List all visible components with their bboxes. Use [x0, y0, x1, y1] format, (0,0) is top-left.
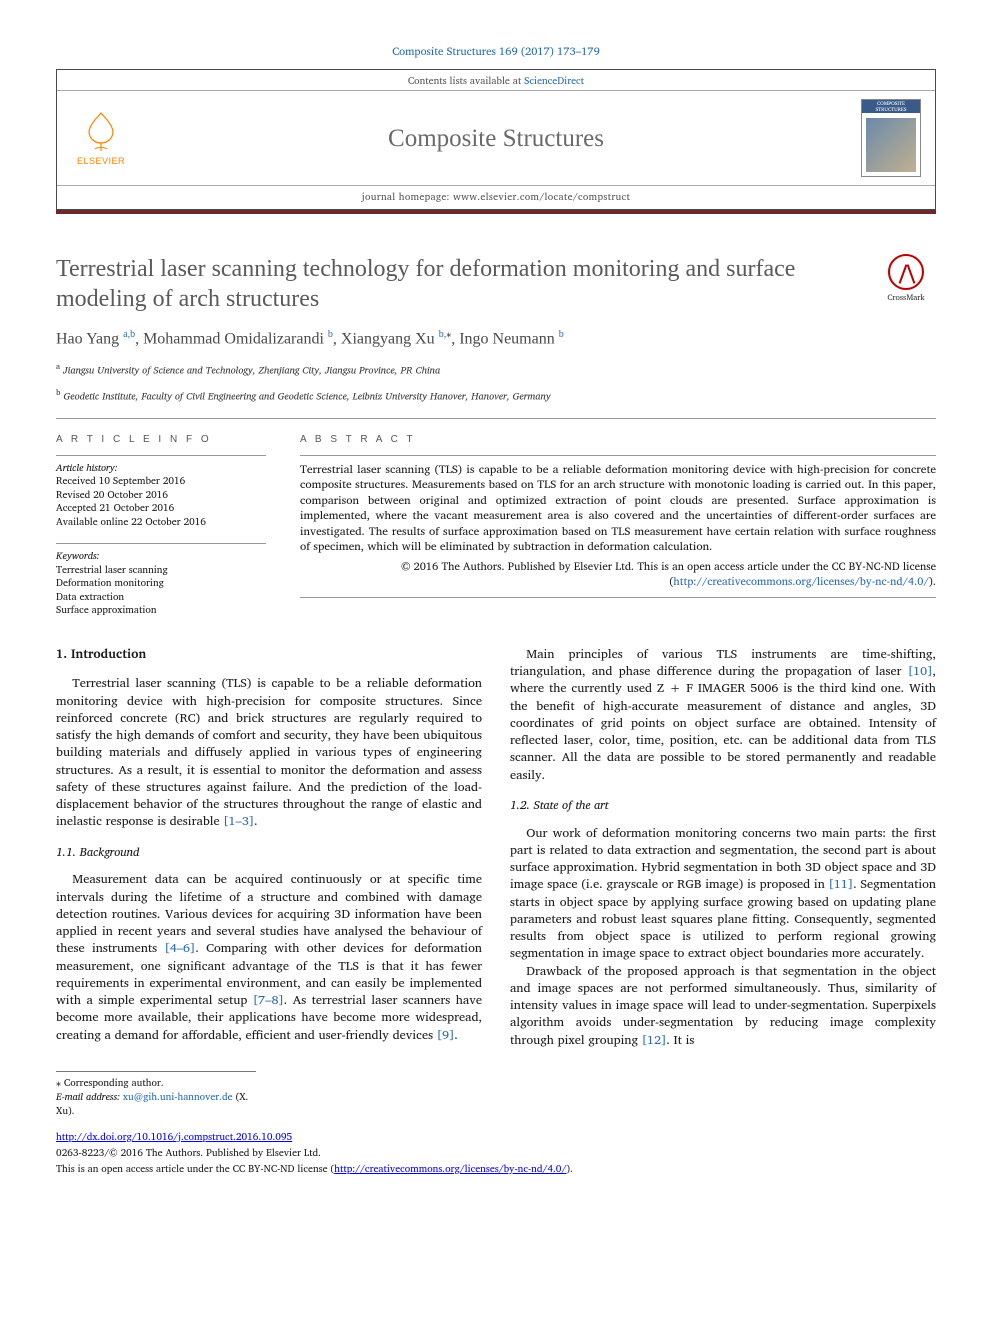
authors-line: Hao Yang a,b, Mohammad Omidalizarandi b,…	[56, 328, 936, 351]
email-link[interactable]: xu@gih.uni-hannover.de	[123, 1089, 233, 1105]
article-info-column: A R T I C L E I N F O Article history: R…	[56, 433, 266, 618]
license-link[interactable]: http://creativecommons.org/licenses/by-n…	[334, 1161, 566, 1177]
journal-homepage: journal homepage: www.elsevier.com/locat…	[57, 185, 935, 209]
doi-link[interactable]: http://dx.doi.org/10.1016/j.compstruct.2…	[56, 1129, 292, 1145]
doi-line: http://dx.doi.org/10.1016/j.compstruct.2…	[56, 1130, 936, 1144]
article-title: Terrestrial laser scanning technology fo…	[56, 254, 856, 314]
contents-prefix: Contents lists available at	[408, 73, 524, 89]
abstract-column: A B S T R A C T Terrestrial laser scanni…	[300, 433, 936, 618]
issn-line: 0263-8223/© 2016 The Authors. Published …	[56, 1146, 936, 1160]
license-line: This is an open access article under the…	[56, 1162, 936, 1176]
article-body: 1. Introduction Terrestrial laser scanni…	[56, 646, 936, 1049]
subsection-heading: 1.2. State of the art	[510, 798, 936, 815]
divider	[56, 418, 936, 419]
contents-line: Contents lists available at ScienceDirec…	[57, 70, 935, 91]
affiliation-a: a Jiangsu University of Science and Tech…	[56, 361, 936, 377]
license-link[interactable]: http://creativecommons.org/licenses/by-n…	[673, 572, 928, 590]
ref-link[interactable]: [1–3]	[223, 811, 254, 831]
crossmark-badge[interactable]: CrossMark	[876, 254, 936, 303]
elsevier-tree-icon	[81, 109, 121, 153]
online-date: Available online 22 October 2016	[56, 516, 266, 530]
ref-link[interactable]: [9]	[437, 1025, 455, 1045]
body-paragraph: Our work of deformation monitoring conce…	[510, 825, 936, 963]
body-paragraph: Main principles of various TLS instrumen…	[510, 646, 936, 784]
corresponding-footer: ⁎ Corresponding author. E-mail address: …	[56, 1071, 936, 1118]
elsevier-text: ELSEVIER	[77, 155, 125, 168]
body-paragraph: Terrestrial laser scanning (TLS) is capa…	[56, 675, 482, 830]
subsection-heading: 1.1. Background	[56, 845, 482, 862]
accent-bar	[56, 210, 936, 214]
abstract-head: A B S T R A C T	[300, 433, 936, 447]
elsevier-logo: ELSEVIER	[67, 104, 135, 172]
affiliation-b: b Geodetic Institute, Faculty of Civil E…	[56, 387, 936, 403]
journal-cover-thumb: COMPOSITE STRUCTURES	[861, 99, 921, 177]
abstract-text: Terrestrial laser scanning (TLS) is capa…	[300, 462, 936, 555]
abstract-copyright: © 2016 The Authors. Published by Elsevie…	[300, 559, 936, 589]
ref-link[interactable]: [12]	[642, 1030, 667, 1050]
cover-title: COMPOSITE STRUCTURES	[862, 100, 920, 113]
sciencedirect-link[interactable]: ScienceDirect	[524, 73, 584, 89]
body-paragraph: Drawback of the proposed approach is tha…	[510, 963, 936, 1049]
crossmark-icon	[888, 254, 924, 290]
article-info-head: A R T I C L E I N F O	[56, 433, 266, 447]
email-line: E-mail address: xu@gih.uni-hannover.de (…	[56, 1090, 256, 1118]
keyword: Surface approximation	[56, 604, 266, 618]
crossmark-label: CrossMark	[887, 292, 924, 303]
corresponding-label: ⁎ Corresponding author.	[56, 1076, 256, 1090]
section-heading: 1. Introduction	[56, 646, 482, 664]
journal-header: Contents lists available at ScienceDirec…	[56, 69, 936, 210]
body-paragraph: Measurement data can be acquired continu…	[56, 871, 482, 1044]
citation-line: Composite Structures 169 (2017) 173–179	[56, 44, 936, 59]
journal-name: Composite Structures	[135, 121, 857, 156]
